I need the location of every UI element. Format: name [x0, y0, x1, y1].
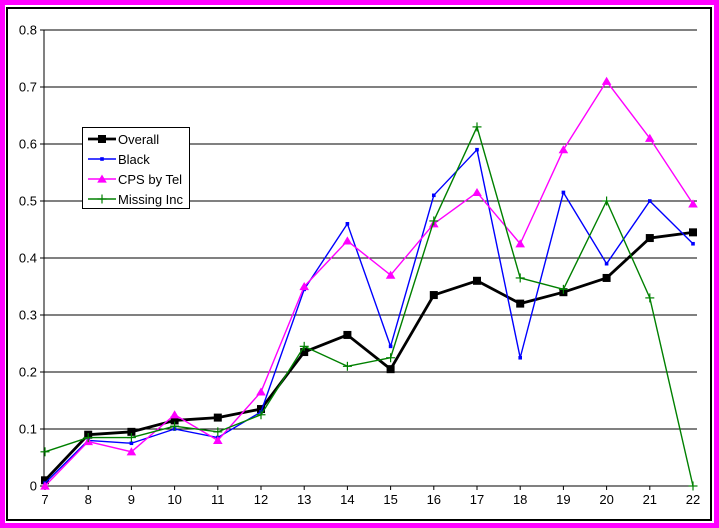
chart-frame — [6, 7, 712, 521]
legend-label-missing-inc: Missing Inc — [118, 191, 184, 207]
x-axis-tick-label: 15 — [383, 492, 397, 507]
chart-legend: Overall Black CPS by Tel Missing Inc — [82, 127, 190, 209]
x-axis-tick-label: 13 — [297, 492, 311, 507]
x-axis-tick-label: 22 — [686, 492, 700, 507]
x-axis-tick-label: 10 — [167, 492, 181, 507]
x-axis-tick-label: 16 — [427, 492, 441, 507]
x-axis-tick-label: 7 — [41, 492, 48, 507]
cps-by-tel-series-marker-icon — [88, 174, 116, 183]
overall-series-marker-icon — [88, 135, 116, 143]
legend-label-overall: Overall — [118, 131, 160, 147]
y-axis-tick-label: 0.1 — [19, 422, 37, 437]
x-axis-tick-label: 19 — [556, 492, 570, 507]
missing-inc-series-marker-icon — [88, 194, 116, 204]
y-axis-tick-label: 0 — [30, 479, 37, 494]
series-cps-by-tel — [40, 76, 698, 490]
y-axis-tick-label: 0.4 — [19, 251, 37, 266]
x-axis-tick-label: 14 — [340, 492, 354, 507]
series-missing-inc — [40, 122, 698, 491]
x-axis-tick-label: 18 — [513, 492, 527, 507]
y-axis-tick-label: 0.2 — [19, 365, 37, 380]
y-axis-tick-label: 0.7 — [19, 80, 37, 95]
legend-label-cps-by-tel: CPS by Tel — [118, 171, 183, 187]
x-axis-tick-label: 20 — [599, 492, 613, 507]
series-overall — [41, 228, 697, 485]
legend-item-cps-by-tel: CPS by Tel — [83, 169, 189, 189]
x-axis-tick-label: 9 — [128, 492, 135, 507]
legend-label-black: Black — [118, 151, 150, 167]
y-axis-tick-label: 0.8 — [19, 23, 37, 38]
x-axis-tick-label: 17 — [470, 492, 484, 507]
x-axis-tick-label: 11 — [211, 492, 225, 507]
y-axis-tick-label: 0.5 — [19, 194, 37, 209]
legend-item-missing-inc: Missing Inc — [83, 189, 189, 209]
y-axis-tick-label: 0.6 — [19, 137, 37, 152]
x-axis-tick-label: 21 — [643, 492, 657, 507]
legend-item-overall: Overall — [83, 129, 189, 149]
x-axis-tick-label: 8 — [85, 492, 92, 507]
black-series-marker-icon — [88, 157, 116, 161]
x-axis-tick-label: 12 — [254, 492, 268, 507]
legend-item-black: Black — [83, 149, 189, 169]
y-axis-tick-label: 0.3 — [19, 308, 37, 323]
